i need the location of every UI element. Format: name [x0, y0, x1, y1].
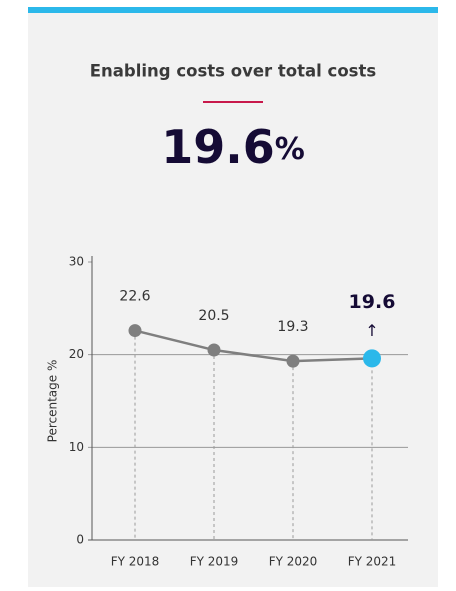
y-tick-label: 30 [69, 255, 84, 269]
point [286, 354, 300, 368]
top-bar [28, 7, 438, 13]
line [134, 329, 373, 363]
point [128, 324, 142, 338]
x-tick-label: FY 2020 [269, 555, 318, 569]
x-tick-label: FY 2021 [348, 555, 397, 569]
data-label: 19.3 [277, 319, 308, 335]
y-tick-label: 10 [69, 440, 84, 454]
x-tick-label: FY 2018 [111, 555, 160, 569]
chart-title: Enabling costs over total costs [90, 62, 377, 81]
annotation: ↑ [365, 321, 378, 340]
headline: 19.6% [161, 120, 305, 174]
y-tick-label: 0 [76, 533, 84, 547]
point [207, 343, 221, 357]
headline-unit: % [275, 132, 305, 167]
x-tick-label: FY 2019 [190, 555, 239, 569]
card [28, 13, 438, 587]
data-label: 20.5 [198, 308, 229, 324]
divider [203, 101, 263, 103]
headline-value: 19.6 [161, 120, 275, 174]
y-tick-label: 20 [69, 347, 84, 361]
data-label: 22.6 [119, 289, 150, 305]
y-axis-label: Percentage % [46, 360, 60, 443]
data-label: 19.6 [349, 291, 396, 313]
point [363, 349, 381, 368]
